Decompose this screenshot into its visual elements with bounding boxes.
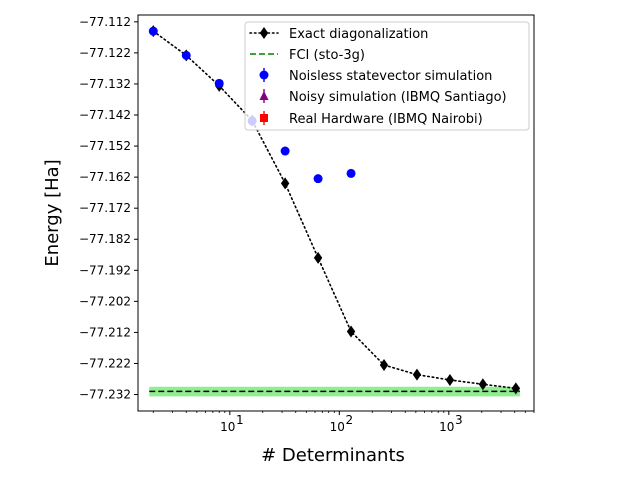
legend-label: Noisless statevector simulation <box>289 69 492 84</box>
exact-diag-point <box>511 382 521 395</box>
legend-marker-triangle <box>259 91 269 100</box>
x-tick-label-base: 10 <box>330 420 345 434</box>
x-ticks: 10 1 10 2 10 3 <box>152 411 535 434</box>
x-tick-label-base: 10 <box>220 420 235 434</box>
y-tick-label: −77.212 <box>79 325 131 339</box>
noisless-sim-point <box>214 78 224 88</box>
legend-label: Exact diagonalization <box>289 27 428 42</box>
plot-frame <box>137 14 535 412</box>
legend-item-hardware: Real Hardware (IBMQ Nairobi) <box>260 111 483 127</box>
noisless-sim-point <box>313 174 323 184</box>
exact-diag-point <box>280 177 290 190</box>
y-tick-label: −77.132 <box>79 77 131 91</box>
y-tick-label: −77.192 <box>79 263 131 277</box>
exact-diag-line <box>152 30 517 390</box>
noisless-sim-point <box>148 26 158 36</box>
x-axis-title: # Determinants <box>261 445 405 466</box>
y-tick-label: −77.232 <box>79 388 131 402</box>
exact-diag-point <box>346 325 356 338</box>
exact-diag-point <box>379 359 389 372</box>
legend-item-noisy: Noisy simulation (IBMQ Santiago) <box>259 89 507 105</box>
legend-item-exact-diag: Exact diagonalization <box>249 27 428 42</box>
legend-box <box>244 21 530 131</box>
legend-label: FCI (sto-3g) <box>289 48 365 63</box>
y-tick-label: −77.182 <box>79 232 131 246</box>
series-lines-layer <box>149 30 520 393</box>
legend-marker-circle <box>259 70 269 80</box>
x-tick-label: 10 3 <box>439 413 462 434</box>
y-tick-label: −77.152 <box>79 139 131 153</box>
x-tick-label: 10 1 <box>220 413 243 434</box>
noisless-sim-point <box>280 146 290 156</box>
y-ticks: −77.112 −77.122 −77.132 −77.142 −77.152 −77.1… <box>79 15 138 402</box>
y-tick-label: −77.172 <box>79 201 131 215</box>
y-tick-label: −77.202 <box>79 294 131 308</box>
exact-diag-point <box>412 368 422 381</box>
y-tick-label: −77.112 <box>79 15 131 29</box>
exact-diag-point <box>313 251 323 264</box>
legend: Exact diagonalization FCI (sto-3g) Noisles… <box>244 21 530 131</box>
legend-marker-diamond <box>259 27 269 39</box>
legend-label: Noisy simulation (IBMQ Santiago) <box>289 90 507 105</box>
y-tick-label: −77.122 <box>79 46 131 60</box>
legend-label: Real Hardware (IBMQ Nairobi) <box>289 112 483 127</box>
legend-marker-square <box>260 114 268 122</box>
exact-diag-point <box>478 378 488 391</box>
legend-item-fci: FCI (sto-3g) <box>250 48 365 63</box>
x-tick-label-exponent: 3 <box>455 413 463 427</box>
noisless-sim-point <box>346 168 356 178</box>
y-tick-label: −77.222 <box>79 356 131 370</box>
noisless-sim-point <box>181 50 191 60</box>
x-tick-label-base: 10 <box>439 420 454 434</box>
x-tick-label-exponent: 2 <box>345 413 353 427</box>
x-tick-label: 10 2 <box>330 413 353 434</box>
y-axis-title: Energy [Ha] <box>42 159 63 266</box>
legend-item-noisless: Noisless statevector simulation <box>259 68 492 84</box>
y-tick-label: −77.142 <box>79 108 131 122</box>
x-tick-label-exponent: 1 <box>236 413 244 427</box>
y-tick-label: −77.162 <box>79 170 131 184</box>
exact-diag-point <box>445 373 455 386</box>
